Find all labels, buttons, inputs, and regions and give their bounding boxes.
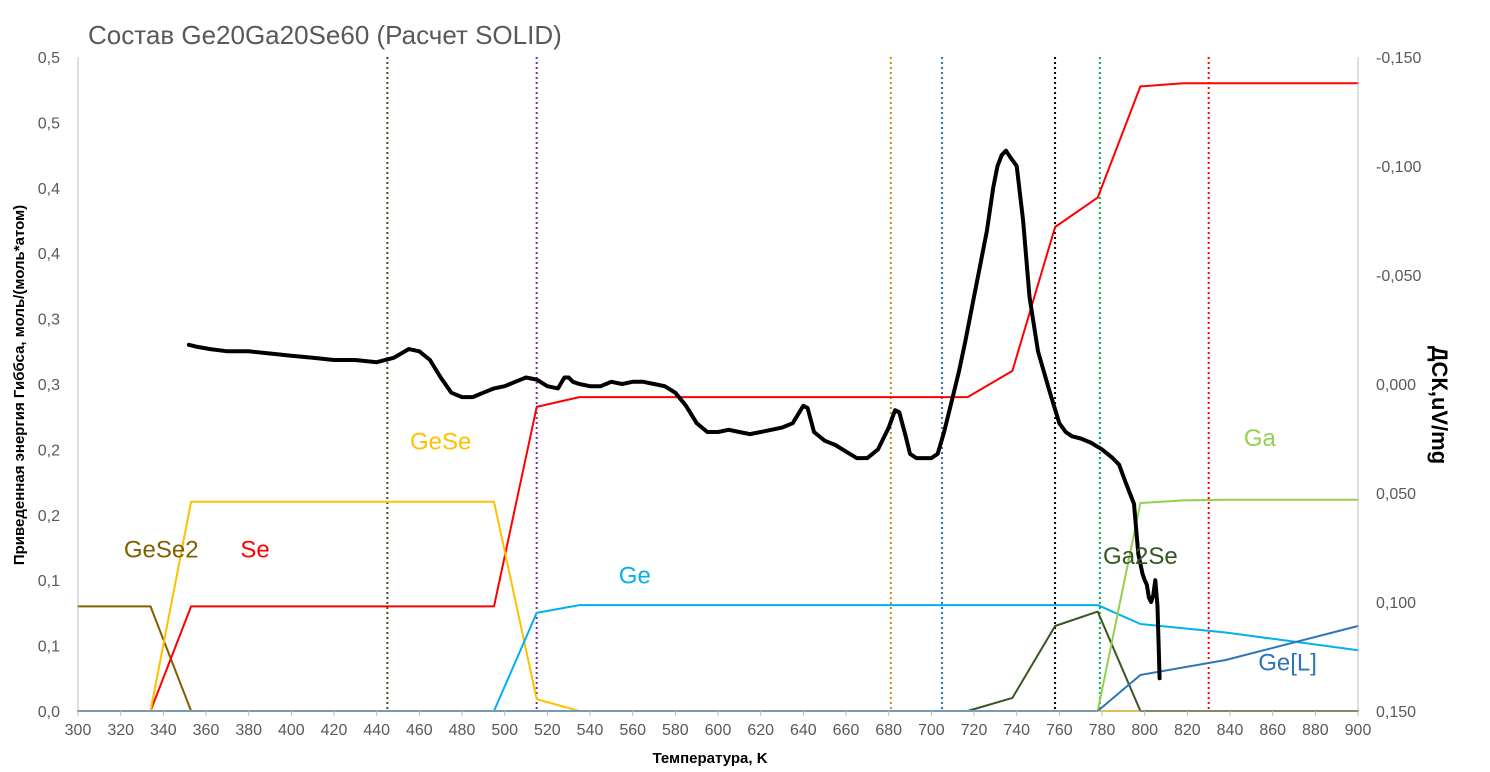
x-tick-label: 800 (1131, 722, 1158, 739)
series-line-ge (77, 604, 1359, 712)
x-tick-label: 580 (662, 722, 689, 739)
y-tick-label: 0,3 (38, 312, 60, 329)
x-tick-label: 640 (790, 722, 817, 739)
y2-tick-label: -0,100 (1376, 159, 1421, 176)
x-tick-label: 840 (1217, 722, 1244, 739)
x-tick-label: 300 (65, 722, 92, 739)
y2-tick-label: 0,000 (1376, 377, 1416, 394)
y-tick-label: 0,2 (38, 442, 60, 459)
y2-tick-label: -0,150 (1376, 50, 1421, 67)
x-tick-label: 460 (406, 722, 433, 739)
annotation-ga: Ga (1244, 425, 1277, 452)
x-tick-label: 320 (107, 722, 134, 739)
x-tick-label: 440 (363, 722, 390, 739)
x-tick-label: 340 (150, 722, 177, 739)
x-tick-label: 760 (1046, 722, 1073, 739)
x-tick-label: 880 (1302, 722, 1329, 739)
x-tick-label: 820 (1174, 722, 1201, 739)
chart-title: Состав Ge20Ga20Se60 (Расчет SOLID) (88, 20, 562, 50)
y2-tick-label: 0,150 (1376, 704, 1416, 721)
annotation-ge: Ge (619, 562, 651, 589)
annotation-gese2: GeSe2 (124, 536, 199, 563)
vertical-markers (386, 57, 1210, 711)
y-axis-title: Приведенная энергия Гиббса, моль/(моль*а… (11, 205, 28, 565)
y-tick-label: 0,4 (38, 181, 60, 198)
annotation-ge-l: Ge[L] (1258, 649, 1317, 676)
series-line-dsc (186, 148, 1162, 681)
x-tick-label: 520 (534, 722, 561, 739)
x-tick-label: 700 (918, 722, 945, 739)
y-tick-label: 0,1 (38, 573, 60, 590)
annotation-gese: GeSe (410, 428, 471, 455)
y2-axis-title: ДСК,uV/mg (1427, 346, 1452, 464)
x-tick-label: 720 (961, 722, 988, 739)
series-annotations: GeSe2 Se GeSe Ge Ga2Se Ga Ge[L] (124, 425, 1317, 676)
y-tick-label: 0,1 (38, 639, 60, 656)
x-tick-label: 480 (449, 722, 476, 739)
x-tick-label: 620 (747, 722, 774, 739)
x-tick-label: 360 (193, 722, 220, 739)
x-axis-title: Температура, K (652, 750, 767, 767)
x-tick-label: 860 (1259, 722, 1286, 739)
x-tick-label: 540 (577, 722, 604, 739)
y-tick-label: 0,3 (38, 377, 60, 394)
x-tick-label: 600 (705, 722, 732, 739)
x-tick-label: 780 (1089, 722, 1116, 739)
y-tick-label: 0,5 (38, 50, 60, 67)
y2-tick-label: 0,100 (1376, 595, 1416, 612)
annotation-se: Se (240, 536, 269, 563)
x-tick-label: 560 (619, 722, 646, 739)
y-tick-label: 0,4 (38, 246, 60, 263)
y-tick-label: 0,2 (38, 508, 60, 525)
x-tick-label: 900 (1345, 722, 1372, 739)
y-tick-label: 0,5 (38, 115, 60, 132)
x-tick-label: 420 (321, 722, 348, 739)
y2-tick-label: 0,050 (1376, 486, 1416, 503)
x-tick-label: 400 (278, 722, 305, 739)
tick-labels: 300 320 340 360 380 400 420 440 460 480 500 520 540 5… (38, 50, 1422, 739)
y-tick-label: 0,0 (38, 704, 60, 721)
x-tick-label: 740 (1003, 722, 1030, 739)
x-tick-label: 680 (875, 722, 902, 739)
series-line-se (77, 82, 1359, 712)
annotation-ga2se: Ga2Se (1103, 543, 1178, 570)
x-tick-label: 660 (833, 722, 860, 739)
y2-tick-label: -0,050 (1376, 268, 1421, 285)
x-tick-label: 380 (235, 722, 262, 739)
x-tick-label: 500 (491, 722, 518, 739)
